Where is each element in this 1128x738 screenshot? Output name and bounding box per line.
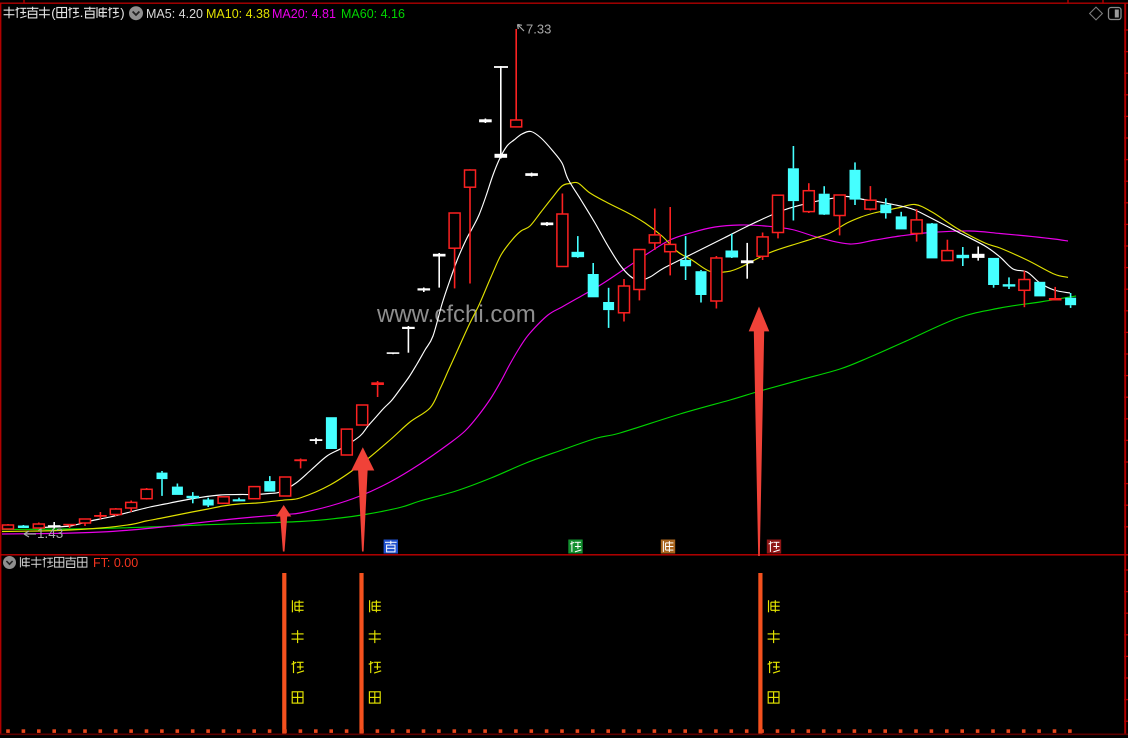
svg-text:www.cfchi.com: www.cfchi.com [376, 301, 536, 328]
svg-text:MA10: 4.38: MA10: 4.38 [206, 7, 270, 21]
svg-text:MA5: 4.20: MA5: 4.20 [146, 7, 203, 21]
svg-text:1.43: 1.43 [37, 526, 63, 541]
svg-text:7.33: 7.33 [526, 22, 551, 37]
svg-text:MA60: 4.16: MA60: 4.16 [341, 7, 405, 21]
svg-text:FT: 0.00: FT: 0.00 [93, 556, 138, 570]
svg-text:(: ( [51, 6, 56, 21]
svg-text:MA20: 4.81: MA20: 4.81 [272, 7, 336, 21]
svg-text:): ) [120, 6, 124, 21]
svg-text:.: . [80, 5, 84, 20]
